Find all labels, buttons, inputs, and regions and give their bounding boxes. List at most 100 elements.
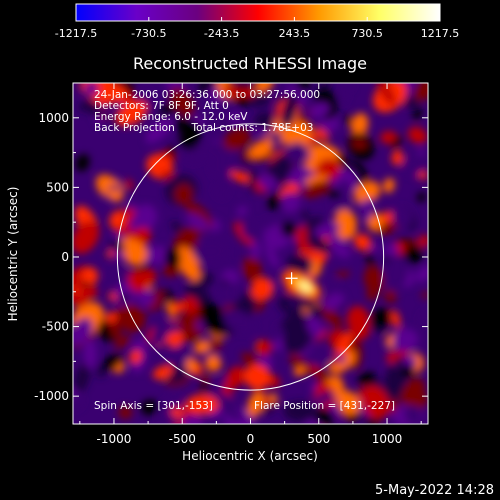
- y-tick-label: 1000: [38, 111, 69, 125]
- emission-blob: [293, 365, 306, 377]
- colorbar-tick-label: 730.5: [351, 27, 383, 40]
- emission-blob: [269, 131, 283, 145]
- x-tick-label: -500: [169, 432, 196, 446]
- emission-blob: [250, 240, 261, 260]
- colorbar: [75, 3, 441, 22]
- emission-blob: [305, 235, 332, 254]
- emission-blob: [109, 85, 127, 104]
- emission-blob: [95, 114, 103, 125]
- emission-blob: [192, 278, 204, 297]
- emission-blob: [140, 399, 159, 416]
- emission-blob: [412, 107, 422, 120]
- emission-blob: [360, 198, 373, 211]
- emission-blob: [333, 339, 348, 362]
- emission-blob: [309, 350, 330, 364]
- flare-source-core: [298, 281, 312, 292]
- emission-blob: [317, 304, 343, 328]
- emission-blob: [366, 251, 374, 267]
- emission-blob: [322, 293, 345, 311]
- colorbar-tick-label: -243.5: [204, 27, 239, 40]
- emission-blob: [357, 372, 376, 386]
- emission-blob: [217, 394, 233, 412]
- emission-blob: [304, 174, 328, 185]
- emission-blob: [250, 277, 273, 301]
- emission-blob: [129, 350, 143, 364]
- emission-blob: [384, 243, 398, 257]
- emission-blob: [401, 157, 424, 177]
- emission-blob: [241, 220, 262, 241]
- emission-blob: [417, 192, 427, 203]
- emission-blob: [186, 394, 220, 415]
- emission-blob: [209, 338, 222, 352]
- info-line-time: 24-Jan-2006 03:26:36.000 to 03:27:56.000: [94, 89, 320, 101]
- emission-blob: [294, 121, 314, 141]
- emission-blob: [83, 338, 97, 370]
- emission-blob: [262, 218, 274, 230]
- emission-blob: [391, 310, 401, 329]
- emission-blob: [246, 391, 264, 418]
- emission-blob: [286, 85, 307, 105]
- emission-blob: [419, 311, 428, 325]
- y-tick-label: -1000: [34, 389, 69, 403]
- emission-blob: [205, 355, 222, 372]
- emission-blob: [193, 238, 228, 265]
- emission-blob: [174, 183, 193, 205]
- emission-blob: [391, 206, 413, 229]
- colorbar-tick-label: 243.5: [279, 27, 311, 40]
- emission-blob: [283, 401, 318, 422]
- emission-blob: [266, 151, 294, 186]
- info-line-energy: Energy Range: 6.0 - 12.0 keV: [94, 111, 248, 123]
- emission-blob: [229, 111, 242, 123]
- emission-blob: [289, 352, 304, 368]
- emission-blob: [280, 192, 301, 212]
- emission-blob: [166, 302, 176, 317]
- emission-blob: [102, 354, 122, 371]
- emission-blob: [105, 311, 117, 323]
- emission-blob: [137, 289, 155, 307]
- emission-blob: [194, 340, 210, 354]
- colorbar-tick-label: 1217.5: [421, 27, 460, 40]
- emission-blob: [337, 180, 351, 193]
- info-line-method: Back Projection Total counts: 1.78E+03: [94, 122, 313, 134]
- emission-blob: [75, 154, 90, 172]
- emission-blob: [402, 378, 425, 404]
- colorbar-tick-label: -1217.5: [55, 27, 97, 40]
- emission-blob: [401, 355, 417, 367]
- emission-blob: [213, 186, 223, 195]
- colorbar-ticks: -1217.5 -730.5 -243.5 243.5 730.5 1217.5: [55, 17, 459, 40]
- emission-blob: [167, 145, 176, 156]
- emission-blob: [383, 177, 395, 193]
- emission-blob: [329, 279, 338, 294]
- emission-blob: [169, 87, 195, 117]
- emission-blob: [383, 254, 409, 292]
- x-axis-label: Heliocentric X (arcsec): [182, 449, 318, 463]
- emission-blob: [263, 231, 288, 249]
- emission-blob: [223, 128, 251, 151]
- emission-blob: [109, 322, 123, 341]
- emission-blob: [287, 306, 303, 320]
- y-axis-label: Heliocentric Y (arcsec): [6, 187, 20, 322]
- emission-blob: [380, 131, 398, 144]
- emission-map: [73, 83, 428, 424]
- emission-blob: [179, 120, 201, 150]
- emission-blob: [218, 281, 242, 305]
- emission-blob: [185, 201, 213, 228]
- emission-blob: [118, 405, 133, 419]
- emission-blob: [119, 293, 130, 303]
- info-line-detectors: Detectors: 7F 8F 9F, Att 0: [94, 100, 229, 112]
- emission-blob: [333, 209, 357, 240]
- y-tick-label: -500: [42, 320, 69, 334]
- x-axis: -1000 -500 0 500 1000: [79, 83, 422, 446]
- emission-blob: [73, 394, 84, 410]
- emission-blob: [139, 245, 171, 265]
- emission-blob: [84, 83, 99, 95]
- emission-blob: [210, 111, 226, 129]
- emission-blob: [313, 127, 330, 141]
- emission-blob: [392, 328, 419, 352]
- emission-blob: [254, 83, 274, 93]
- emission-blob: [134, 204, 158, 230]
- emission-blob: [182, 296, 198, 314]
- emission-blob: [346, 306, 370, 336]
- emission-blob: [159, 105, 175, 119]
- emission-blob: [170, 407, 184, 418]
